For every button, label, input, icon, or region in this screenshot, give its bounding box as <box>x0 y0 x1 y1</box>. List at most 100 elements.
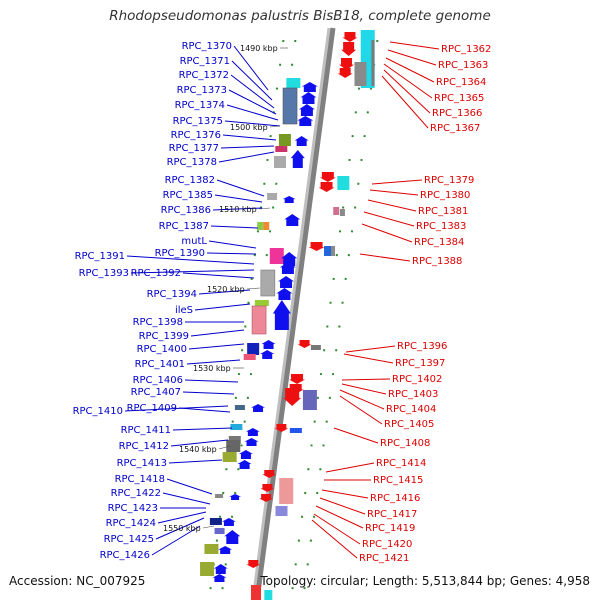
forward-gene-arrow <box>218 546 233 554</box>
leader-line <box>190 329 245 337</box>
gene-label: RPC_1375 <box>173 116 223 127</box>
gene-label: ileS <box>175 305 193 316</box>
reverse-gene-arrow <box>339 58 355 70</box>
leader-line <box>178 407 231 413</box>
gene-label: RPC_1380 <box>420 190 470 201</box>
leader-line <box>162 492 211 505</box>
leader-line <box>339 395 383 425</box>
gene-label: RPC_1406 <box>133 375 183 386</box>
gene-label: RPC_1363 <box>438 60 488 71</box>
forward-gene-arrow <box>260 350 275 359</box>
gene-box <box>254 300 269 306</box>
kbp-tick <box>269 125 281 128</box>
leader-line <box>339 389 385 410</box>
kbp-label: 1510 kbp <box>219 205 257 214</box>
gene-label: RPC_1415 <box>373 475 423 486</box>
gene-box <box>226 440 241 452</box>
genome-title: Rhodopseudomonas palustris BisB18, compl… <box>109 8 491 24</box>
forward-gene-arrow <box>298 104 315 116</box>
leader-line <box>341 383 387 395</box>
reverse-gene-arrow <box>318 182 335 192</box>
gene-box <box>260 269 276 297</box>
gene-label: RPC_1414 <box>376 458 426 469</box>
gene-label: RPC_1399 <box>139 331 189 342</box>
gene-box <box>302 390 317 410</box>
gene-label: RPC_1383 <box>416 221 466 232</box>
gene-label: RPC_1365 <box>434 93 484 104</box>
forward-gene-arrow <box>272 300 291 330</box>
leader-line <box>186 359 241 365</box>
gene-label: RPC_1393 <box>79 268 129 279</box>
leader-line <box>313 513 361 545</box>
gene-label: RPC_1394 <box>147 289 197 300</box>
backbone-line <box>254 27 336 600</box>
gene-label: RPC_1376 <box>171 130 221 141</box>
gene-label: RPC_1400 <box>137 344 187 355</box>
gene-label: RPC_1371 <box>180 56 230 67</box>
gene-label: RPC_1398 <box>133 317 183 328</box>
gene-label: RPC_1396 <box>397 341 447 352</box>
gene-label: RPC_1425 <box>104 534 154 545</box>
backbone-shadow <box>251 27 331 600</box>
genome-backbone <box>251 27 336 600</box>
forward-gene-arrow <box>251 404 266 412</box>
gene-box <box>214 528 225 534</box>
gene-label: RPC_1366 <box>432 108 482 119</box>
leader-line <box>124 405 229 412</box>
gene-label: RPC_1388 <box>412 256 462 267</box>
gene-label: RPC_1397 <box>395 358 445 369</box>
leader-line <box>389 41 440 50</box>
gene-label: RPC_1402 <box>392 374 442 385</box>
leader-line <box>188 343 245 350</box>
gene-label: RPC_1370 <box>182 41 232 52</box>
kbp-tick <box>218 445 231 450</box>
label-leader-lines <box>124 41 440 559</box>
leader-line <box>383 63 433 99</box>
gene-label: RPC_1407 <box>131 387 181 398</box>
leader-line <box>206 252 257 255</box>
gene-box <box>275 146 288 152</box>
gene-label: RPC_1423 <box>108 503 158 514</box>
gene-box <box>310 345 321 350</box>
gene-label: RPC_1392 <box>131 268 181 279</box>
forward-gene-arrow <box>213 564 228 574</box>
leader-line <box>230 74 275 109</box>
kbp-label: 1500 kbp <box>230 123 268 132</box>
gene-box <box>200 562 215 576</box>
gene-label: RPC_1391 <box>75 251 125 262</box>
gene-label: RPC_1411 <box>121 425 171 436</box>
reverse-gene-arrow <box>297 340 312 348</box>
leader-line <box>228 89 277 115</box>
accession-text: Accession: NC_007925 <box>9 574 146 588</box>
gene-box <box>250 585 261 600</box>
forward-gene-arrow <box>279 262 296 274</box>
gene-box <box>267 193 278 200</box>
leader-line <box>315 505 364 529</box>
leader-line <box>182 272 255 279</box>
gene-box <box>263 222 270 230</box>
kbp-tick <box>202 525 215 529</box>
gene-box <box>251 305 267 335</box>
forward-gene-arrow <box>278 276 295 288</box>
gene-label: RPC_1419 <box>365 523 415 534</box>
forward-gene-arrow <box>282 196 296 203</box>
gene-box <box>275 506 288 516</box>
forward-gene-arrow <box>284 214 301 226</box>
leader-line <box>220 145 275 149</box>
gene-label: RPC_1364 <box>436 77 486 88</box>
gene-box <box>337 176 350 190</box>
kbp-label: 1530 kbp <box>193 364 231 373</box>
leader-line <box>182 391 235 395</box>
gene-box <box>279 478 294 504</box>
reverse-gene-arrow <box>342 32 358 42</box>
gene-box <box>371 40 375 86</box>
leader-line <box>387 49 437 66</box>
leader-line <box>157 511 207 524</box>
gene-label: RPC_1378 <box>167 157 217 168</box>
gene-label: RPC_1416 <box>370 493 420 504</box>
reverse-gene-arrow <box>289 374 306 384</box>
forward-gene-arrow <box>294 136 309 146</box>
gene-box <box>273 156 286 168</box>
gene-labels: RPC_1370 RPC_1371 RPC_1372 RPC_1373 RPC_1374… <box>73 41 492 564</box>
reverse-gene-arrow <box>283 388 302 406</box>
